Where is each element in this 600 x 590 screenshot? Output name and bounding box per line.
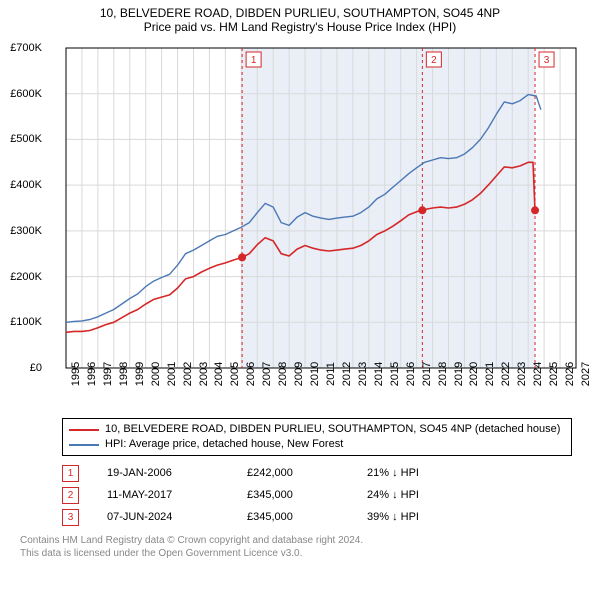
- xtick-label: 2018: [437, 362, 449, 386]
- xtick-label: 1995: [70, 362, 82, 386]
- xtick-label: 1998: [118, 362, 130, 386]
- sale-badge-2-num: 2: [68, 490, 74, 501]
- svg-text:1: 1: [251, 55, 257, 66]
- sale-diff-2: 24% ↓ HPI: [367, 489, 487, 501]
- ytick-label: £200K: [10, 271, 42, 283]
- xtick-label: 2007: [261, 362, 273, 386]
- ytick-label: £0: [30, 362, 42, 374]
- xtick-label: 2002: [182, 362, 194, 386]
- svg-text:2: 2: [431, 55, 437, 66]
- legend-swatch-hpi: [69, 444, 99, 446]
- xtick-label: 2009: [293, 362, 305, 386]
- sale-badge-3: 3: [62, 509, 79, 526]
- svg-text:3: 3: [544, 55, 550, 66]
- ytick-label: £300K: [10, 225, 42, 237]
- ytick-label: £400K: [10, 179, 42, 191]
- sale-date-3: 07-JUN-2024: [107, 511, 247, 523]
- sale-date-1: 19-JAN-2006: [107, 467, 247, 479]
- sale-diff-1: 21% ↓ HPI: [367, 467, 487, 479]
- sale-price-2: £345,000: [247, 489, 367, 501]
- sale-row-2: 2 11-MAY-2017 £345,000 24% ↓ HPI: [62, 484, 572, 506]
- xtick-label: 2003: [198, 362, 210, 386]
- sale-price-1: £242,000: [247, 467, 367, 479]
- xtick-label: 2013: [357, 362, 369, 386]
- sale-badge-3-num: 3: [68, 512, 74, 523]
- legend-label-property: 10, BELVEDERE ROAD, DIBDEN PURLIEU, SOUT…: [105, 422, 560, 437]
- xtick-label: 2016: [405, 362, 417, 386]
- chart-svg: 1 2 3: [10, 40, 588, 372]
- sale-marker-1: [238, 253, 246, 261]
- xtick-label: 2017: [421, 362, 433, 386]
- xtick-label: 2026: [564, 362, 576, 386]
- footnote-line-2: This data is licensed under the Open Gov…: [20, 547, 590, 560]
- sale-marker-3: [531, 206, 539, 214]
- xtick-label: 2000: [150, 362, 162, 386]
- legend-label-hpi: HPI: Average price, detached house, New …: [105, 437, 343, 452]
- xtick-label: 2014: [373, 362, 385, 386]
- xtick-label: 2011: [325, 362, 337, 386]
- xtick-label: 2001: [166, 362, 178, 386]
- legend-swatch-property: [69, 429, 99, 431]
- sale-marker-2: [418, 206, 426, 214]
- xtick-label: 2010: [309, 362, 321, 386]
- sales-table: 1 19-JAN-2006 £242,000 21% ↓ HPI 2 11-MA…: [62, 462, 572, 528]
- xtick-label: 2024: [532, 362, 544, 386]
- footnote-line-1: Contains HM Land Registry data © Crown c…: [20, 534, 590, 547]
- chart-vband: [242, 48, 535, 368]
- xtick-label: 2008: [277, 362, 289, 386]
- sale-row-1: 1 19-JAN-2006 £242,000 21% ↓ HPI: [62, 462, 572, 484]
- xtick-label: 2019: [453, 362, 465, 386]
- xtick-label: 1999: [134, 362, 146, 386]
- xtick-label: 2020: [468, 362, 480, 386]
- ytick-label: £500K: [10, 133, 42, 145]
- sale-price-3: £345,000: [247, 511, 367, 523]
- legend-box: 10, BELVEDERE ROAD, DIBDEN PURLIEU, SOUT…: [62, 418, 572, 456]
- xtick-label: 2006: [245, 362, 257, 386]
- legend-row-property: 10, BELVEDERE ROAD, DIBDEN PURLIEU, SOUT…: [69, 422, 565, 437]
- title-line-1: 10, BELVEDERE ROAD, DIBDEN PURLIEU, SOUT…: [10, 6, 590, 20]
- xtick-label: 2004: [213, 362, 225, 386]
- xtick-label: 2021: [484, 362, 496, 386]
- sale-date-2: 11-MAY-2017: [107, 489, 247, 501]
- sale-vline-badge-2: 2: [426, 52, 441, 67]
- xtick-label: 1997: [102, 362, 114, 386]
- xtick-label: 1996: [86, 362, 98, 386]
- xtick-label: 2023: [516, 362, 528, 386]
- legend-row-hpi: HPI: Average price, detached house, New …: [69, 437, 565, 452]
- sale-row-3: 3 07-JUN-2024 £345,000 39% ↓ HPI: [62, 506, 572, 528]
- figure-container: 10, BELVEDERE ROAD, DIBDEN PURLIEU, SOUT…: [0, 0, 600, 590]
- ytick-label: £600K: [10, 88, 42, 100]
- sale-badge-1: 1: [62, 465, 79, 482]
- xtick-label: 2005: [229, 362, 241, 386]
- sale-vline-badge-1: 1: [246, 52, 261, 67]
- sale-vline-badge-3: 3: [539, 52, 554, 67]
- xtick-label: 2025: [548, 362, 560, 386]
- footnote: Contains HM Land Registry data © Crown c…: [20, 534, 590, 560]
- xtick-label: 2022: [500, 362, 512, 386]
- ytick-label: £700K: [10, 42, 42, 54]
- sale-badge-2: 2: [62, 487, 79, 504]
- xtick-label: 2012: [341, 362, 353, 386]
- xtick-label: 2027: [580, 362, 592, 386]
- sale-badge-1-num: 1: [68, 468, 74, 479]
- ytick-label: £100K: [10, 316, 42, 328]
- chart-area: 1 2 3 £0 £100K £200K £300K £400K £500K £600K £700K…: [10, 40, 590, 410]
- xtick-label: 2015: [389, 362, 401, 386]
- sale-diff-3: 39% ↓ HPI: [367, 511, 487, 523]
- title-line-2: Price paid vs. HM Land Registry's House …: [10, 20, 590, 34]
- title-block: 10, BELVEDERE ROAD, DIBDEN PURLIEU, SOUT…: [10, 6, 590, 34]
